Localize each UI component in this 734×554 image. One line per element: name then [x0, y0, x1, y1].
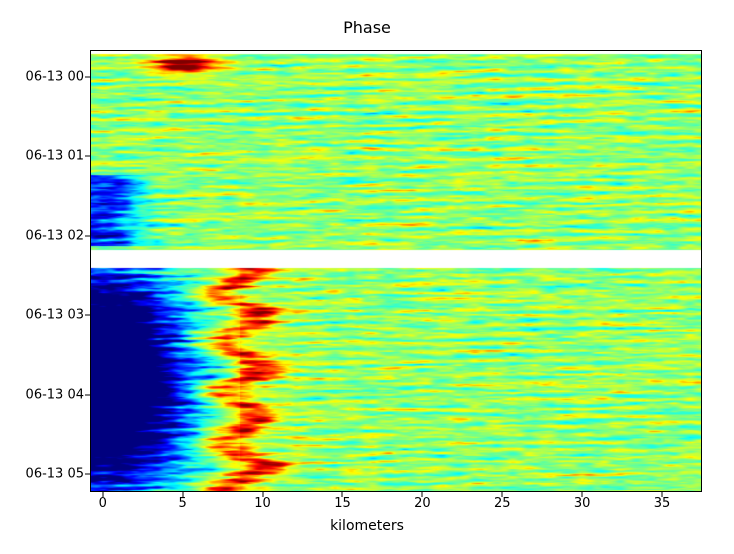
ytick-label: 06-13 00: [26, 69, 84, 84]
ytick-label: 06-13 04: [26, 387, 84, 402]
xtick-label: 20: [414, 496, 431, 511]
xtick-label: 15: [334, 496, 351, 511]
xtick-mark: [182, 492, 183, 497]
figure: Phase 06-13 00 06-13 01 06-13 02 06-13 0…: [0, 0, 734, 554]
chart-title: Phase: [0, 18, 734, 37]
xtick-label: 5: [179, 496, 187, 511]
xtick-label: 30: [574, 496, 591, 511]
xtick-label: 25: [494, 496, 511, 511]
x-axis-label: kilometers: [0, 518, 734, 534]
ytick-mark: [85, 156, 90, 157]
xtick-mark: [102, 492, 103, 497]
ytick-mark: [85, 394, 90, 395]
xtick-mark: [422, 492, 423, 497]
ytick-label: 06-13 05: [26, 467, 84, 482]
xtick-label: 0: [99, 496, 107, 511]
ytick-mark: [85, 76, 90, 77]
xtick-mark: [342, 492, 343, 497]
plot-axes: [90, 50, 702, 492]
xtick-mark: [582, 492, 583, 497]
heatmap-canvas: [91, 51, 702, 492]
ytick-mark: [85, 315, 90, 316]
xtick-mark: [262, 492, 263, 497]
ytick-label: 06-13 02: [26, 228, 84, 243]
ytick-mark: [85, 235, 90, 236]
xtick-label: 10: [254, 496, 271, 511]
xtick-mark: [662, 492, 663, 497]
ytick-label: 06-13 01: [26, 149, 84, 164]
ytick-mark: [85, 474, 90, 475]
ytick-label: 06-13 03: [26, 308, 84, 323]
xtick-label: 35: [654, 496, 671, 511]
xtick-mark: [502, 492, 503, 497]
